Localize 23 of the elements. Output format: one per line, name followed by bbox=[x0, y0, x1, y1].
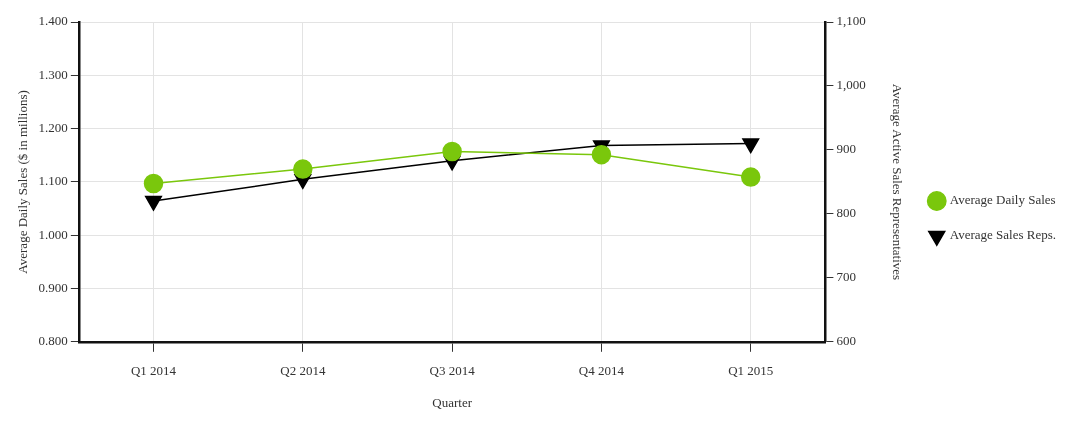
x-axis-title: Quarter bbox=[432, 394, 473, 410]
x-tick-label: Q3 2014 bbox=[429, 363, 476, 379]
y2-tick-label: 600 bbox=[836, 333, 856, 349]
y-axis-title: Average Daily Sales ($ in millions) bbox=[15, 90, 31, 274]
y-tick-label: 0.900 bbox=[38, 279, 68, 295]
legend-label: Average Daily Sales bbox=[949, 192, 1056, 208]
y-tick-label: 1.100 bbox=[38, 173, 68, 189]
y2-tick-label: 1,100 bbox=[836, 13, 866, 29]
x-tick-label: Q2 2014 bbox=[280, 363, 326, 379]
y-tick-label: 1.400 bbox=[38, 13, 68, 29]
y-tick-label: 1.200 bbox=[38, 120, 68, 136]
y2-axis-title: Average Active Sales Representatives bbox=[890, 83, 906, 281]
y2-tick-label: 800 bbox=[836, 205, 856, 221]
y-tick-label: 0.800 bbox=[38, 333, 68, 349]
x-tick-label: Q4 2014 bbox=[578, 363, 625, 379]
y2-tick-label: 900 bbox=[836, 141, 856, 157]
legend-label: Average Sales Reps. bbox=[949, 227, 1057, 243]
y-tick-label: 1.000 bbox=[38, 226, 68, 242]
y2-tick-label: 1,000 bbox=[836, 77, 866, 93]
y-tick-label: 1.300 bbox=[38, 66, 68, 82]
x-tick-label: Q1 2015 bbox=[728, 363, 774, 379]
y2-tick-label: 700 bbox=[836, 269, 856, 285]
x-tick-label: Q1 2014 bbox=[130, 363, 177, 379]
